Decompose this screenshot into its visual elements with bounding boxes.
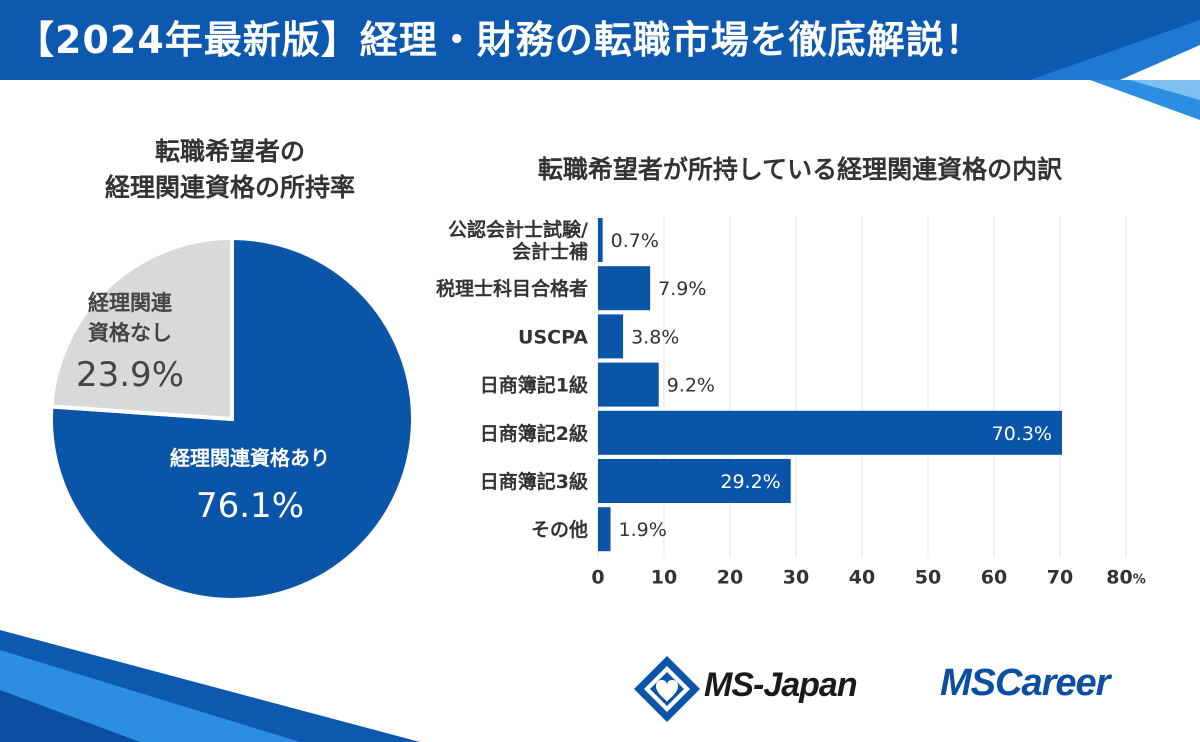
- bar: [598, 314, 624, 359]
- pie-value-no-cert: 23.9%: [75, 355, 184, 395]
- pie-slice-no-cert: [49, 235, 234, 422]
- data-label: 1.9%: [619, 519, 667, 541]
- top-right-decoration: [1090, 80, 1200, 120]
- ms-career-logo: MSCareer: [940, 662, 1110, 704]
- category-label: 税理士科目合格者: [436, 277, 588, 300]
- pie-slice-has-cert: [49, 235, 415, 602]
- bottom-left-decoration: [0, 630, 420, 742]
- pie-title-line1: 転職希望者の: [154, 137, 305, 166]
- tick-label: 30: [783, 566, 809, 588]
- bar: [598, 410, 1062, 455]
- category-label: 公認会計士試験/: [448, 218, 588, 241]
- pie-label-no-cert: 経理関連 資格なし 23.9%: [60, 288, 200, 398]
- data-label: 70.3%: [992, 423, 1052, 445]
- category-label: その他: [531, 518, 588, 541]
- tick-label: 60: [981, 566, 1007, 588]
- tick-label: 10: [651, 566, 677, 588]
- data-label: 9.2%: [667, 375, 715, 397]
- category-label: 日商簿記2級: [480, 422, 588, 445]
- data-label: 0.7%: [611, 230, 659, 252]
- tick-label: 40: [849, 566, 875, 588]
- bar-chart-title: 転職希望者が所持している経理関連資格の内訳: [537, 155, 1063, 184]
- pie-chart-title: 転職希望者の 経理関連資格の所持率: [40, 134, 420, 206]
- pie-label-yes-text: 経理関連資格あり: [170, 446, 330, 470]
- data-label: 7.9%: [658, 278, 706, 300]
- pie-label-no-line2: 資格なし: [88, 321, 172, 345]
- ms-japan-logo: MS-Japan: [704, 666, 858, 704]
- bar: [598, 507, 611, 552]
- data-label: 29.2%: [720, 471, 780, 493]
- category-label: 日商簿記1級: [480, 374, 588, 397]
- pie-title-line2: 経理関連資格の所持率: [104, 173, 355, 202]
- tick-unit: %: [1133, 572, 1146, 587]
- category-label: USCPA: [518, 326, 588, 348]
- tick-label: 0: [591, 566, 604, 588]
- pie-value-has-cert: 76.1%: [195, 486, 304, 526]
- tick-label: 50: [915, 566, 941, 588]
- pie-chart: [49, 235, 415, 602]
- pie-label-no-line1: 経理関連: [88, 291, 172, 315]
- ms-japan-logo-mark: [634, 656, 700, 722]
- tick-label: 80%: [1106, 566, 1145, 588]
- tick-label: 70: [1047, 566, 1073, 588]
- page-title: 【2024年最新版】経理・財務の転職市場を徹底解説！: [16, 18, 984, 62]
- bar: [598, 459, 791, 503]
- tick-label: 20: [717, 566, 743, 588]
- bar: [598, 362, 659, 407]
- bar-chart: 公認会計士試験/会計士補 0.7% 税理士科目合格者 7.9% USCPA 3.8% 日商簿…: [436, 216, 1146, 588]
- data-label: 3.8%: [631, 326, 679, 348]
- category-label: 会計士補: [512, 240, 588, 263]
- bar: [598, 266, 651, 311]
- pie-label-has-cert: 経理関連資格あり 76.1%: [140, 444, 360, 530]
- category-label: 日商簿記3級: [480, 470, 588, 493]
- bar: [598, 218, 603, 262]
- header-banner: 【2024年最新版】経理・財務の転職市場を徹底解説！: [0, 0, 1200, 80]
